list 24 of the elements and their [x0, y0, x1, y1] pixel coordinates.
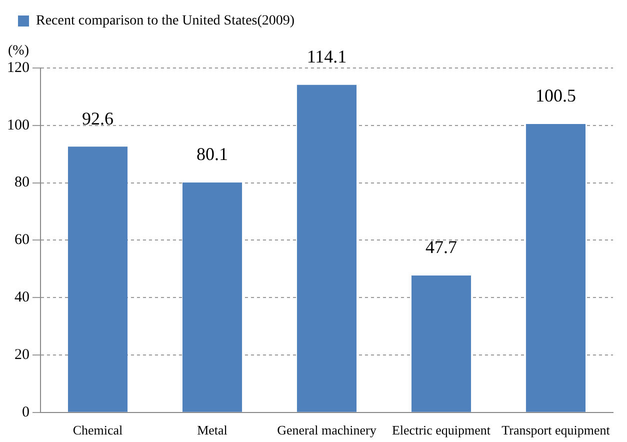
- y-axis-title: (%): [8, 44, 30, 59]
- data-label: 80.1: [196, 144, 228, 164]
- x-tick-label: Electric equipment: [392, 422, 491, 438]
- y-tick-label: 100: [7, 117, 30, 134]
- bar: [182, 182, 242, 412]
- data-label: 47.7: [426, 237, 457, 258]
- x-tick-label: Transport equipment: [502, 422, 610, 438]
- y-tick-label: 0: [22, 404, 30, 420]
- y-tick-label: 80: [14, 174, 30, 191]
- bar: [526, 124, 586, 412]
- y-tick-label: 40: [14, 290, 30, 306]
- data-label: 100.5: [536, 86, 576, 106]
- bar: [68, 146, 128, 412]
- legend-label: Recent comparison to the United States(2009): [36, 14, 295, 29]
- data-label: 92.6: [82, 108, 114, 128]
- y-tick-label: 120: [7, 60, 30, 76]
- bar: [411, 276, 472, 412]
- y-tick-label: 20: [14, 346, 30, 363]
- bar: [296, 84, 357, 412]
- x-tick-label: General machinery: [277, 422, 377, 438]
- x-tick-label: Chemical: [72, 422, 124, 438]
- y-tick-label: 60: [14, 232, 30, 248]
- x-tick-label: Metal: [197, 422, 228, 438]
- data-label: 114.1: [306, 46, 347, 67]
